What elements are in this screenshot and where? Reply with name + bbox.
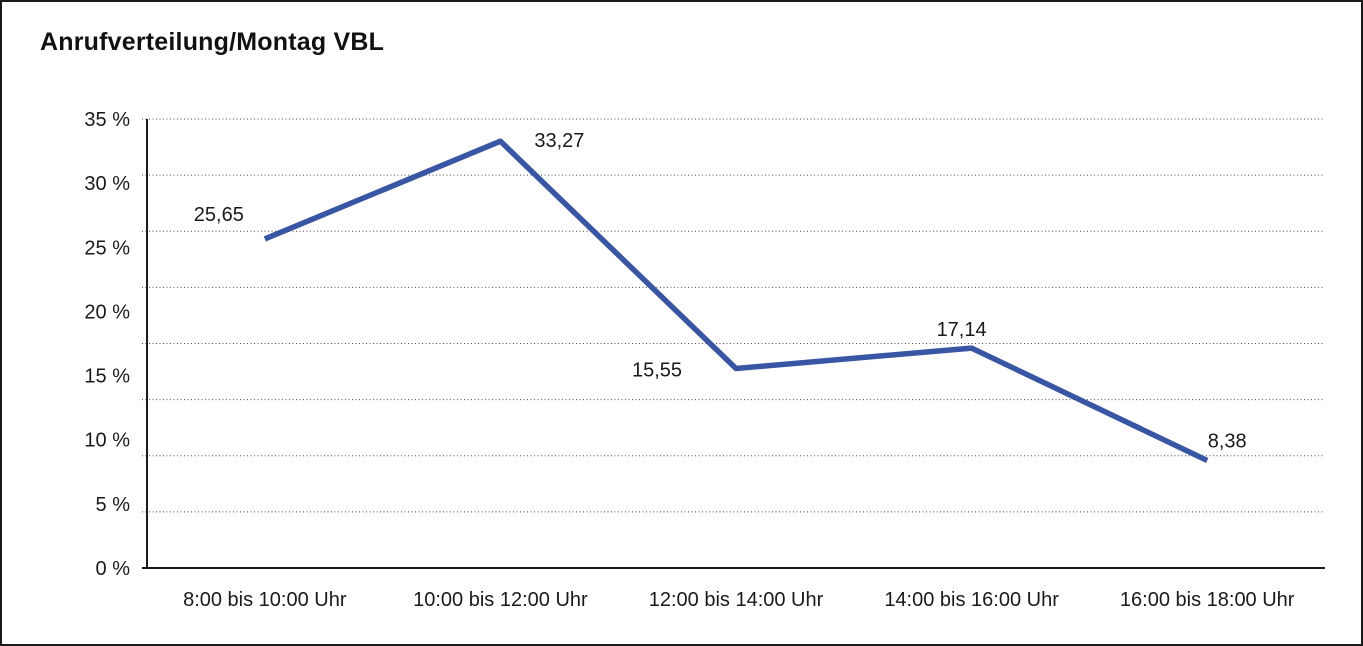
y-tick-label: 20 % (84, 301, 130, 323)
y-tick-label: 35 % (84, 109, 130, 131)
chart-title: Anrufverteilung/Montag VBL (40, 28, 385, 56)
y-tick-label: 30 % (84, 173, 130, 195)
x-tick-label: 14:00 bis 16:00 Uhr (884, 589, 1059, 611)
data-point-label: 33,27 (534, 130, 584, 152)
y-tick-label: 5 % (96, 494, 131, 516)
x-tick-label: 12:00 bis 14:00 Uhr (649, 589, 824, 611)
x-tick-label: 16:00 bis 18:00 Uhr (1120, 589, 1295, 611)
y-tick-label: 25 % (84, 237, 130, 259)
x-tick-label: 10:00 bis 12:00 Uhr (413, 589, 588, 611)
y-tick-label: 10 % (84, 430, 130, 452)
data-point-label: 8,38 (1208, 430, 1247, 452)
data-point-label: 25,65 (194, 204, 244, 226)
y-tick-label: 15 % (84, 366, 130, 388)
data-point-label: 17,14 (937, 319, 987, 341)
data-point-label: 15,55 (632, 360, 682, 382)
y-tick-label: 0 % (96, 558, 131, 580)
data-line (263, 138, 1209, 463)
x-tick-label: 8:00 bis 10:00 Uhr (183, 589, 347, 611)
